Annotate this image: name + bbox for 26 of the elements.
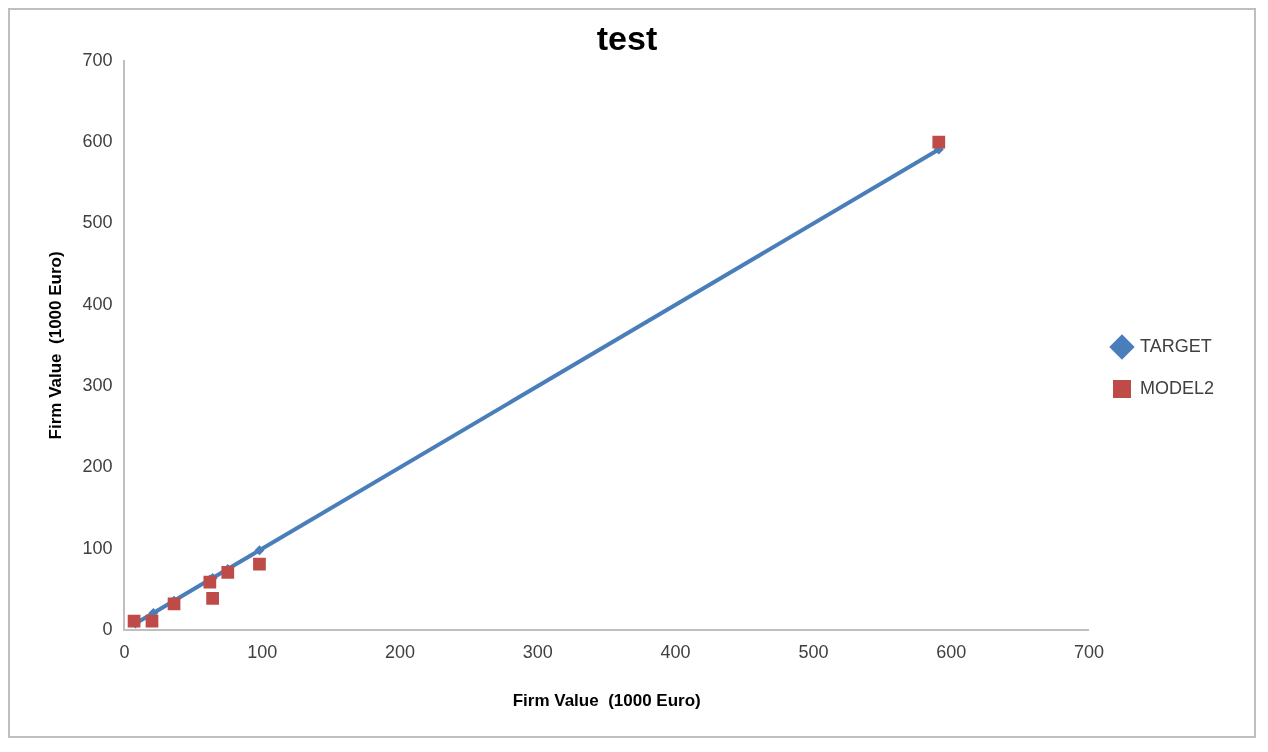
- x-tick-label: 700: [1073, 641, 1104, 662]
- legend-label: TARGET: [1139, 335, 1212, 356]
- y-tick-label: 200: [82, 456, 113, 477]
- x-tick-label: 400: [660, 641, 691, 662]
- x-tick-label: 0: [119, 641, 130, 662]
- x-tick-label: 300: [522, 641, 553, 662]
- y-tick-label: 600: [82, 131, 113, 152]
- y-tick-label: 700: [82, 49, 113, 70]
- point: [206, 591, 219, 605]
- y-axis-title: Firm Value (1000 Euro): [45, 251, 65, 440]
- y-tick-label: 500: [82, 212, 113, 233]
- chart-title: test: [596, 18, 658, 57]
- point: [254, 545, 265, 556]
- y-tick-label: 400: [82, 293, 113, 314]
- x-tick-label: 200: [384, 641, 416, 662]
- x-tick-label: 600: [936, 641, 967, 662]
- x-axis-title: Firm Value (1000 Euro): [512, 691, 701, 711]
- y-tick-label: 100: [82, 537, 113, 558]
- x-tick-label: 500: [798, 641, 829, 662]
- point: [932, 135, 946, 149]
- point: [221, 565, 235, 579]
- x-tick-label: 100: [247, 641, 278, 662]
- legend-label: MODEL2: [1139, 377, 1215, 398]
- y-tick-label: 0: [102, 618, 113, 639]
- point: [253, 557, 266, 571]
- y-tick-label: 300: [82, 375, 113, 396]
